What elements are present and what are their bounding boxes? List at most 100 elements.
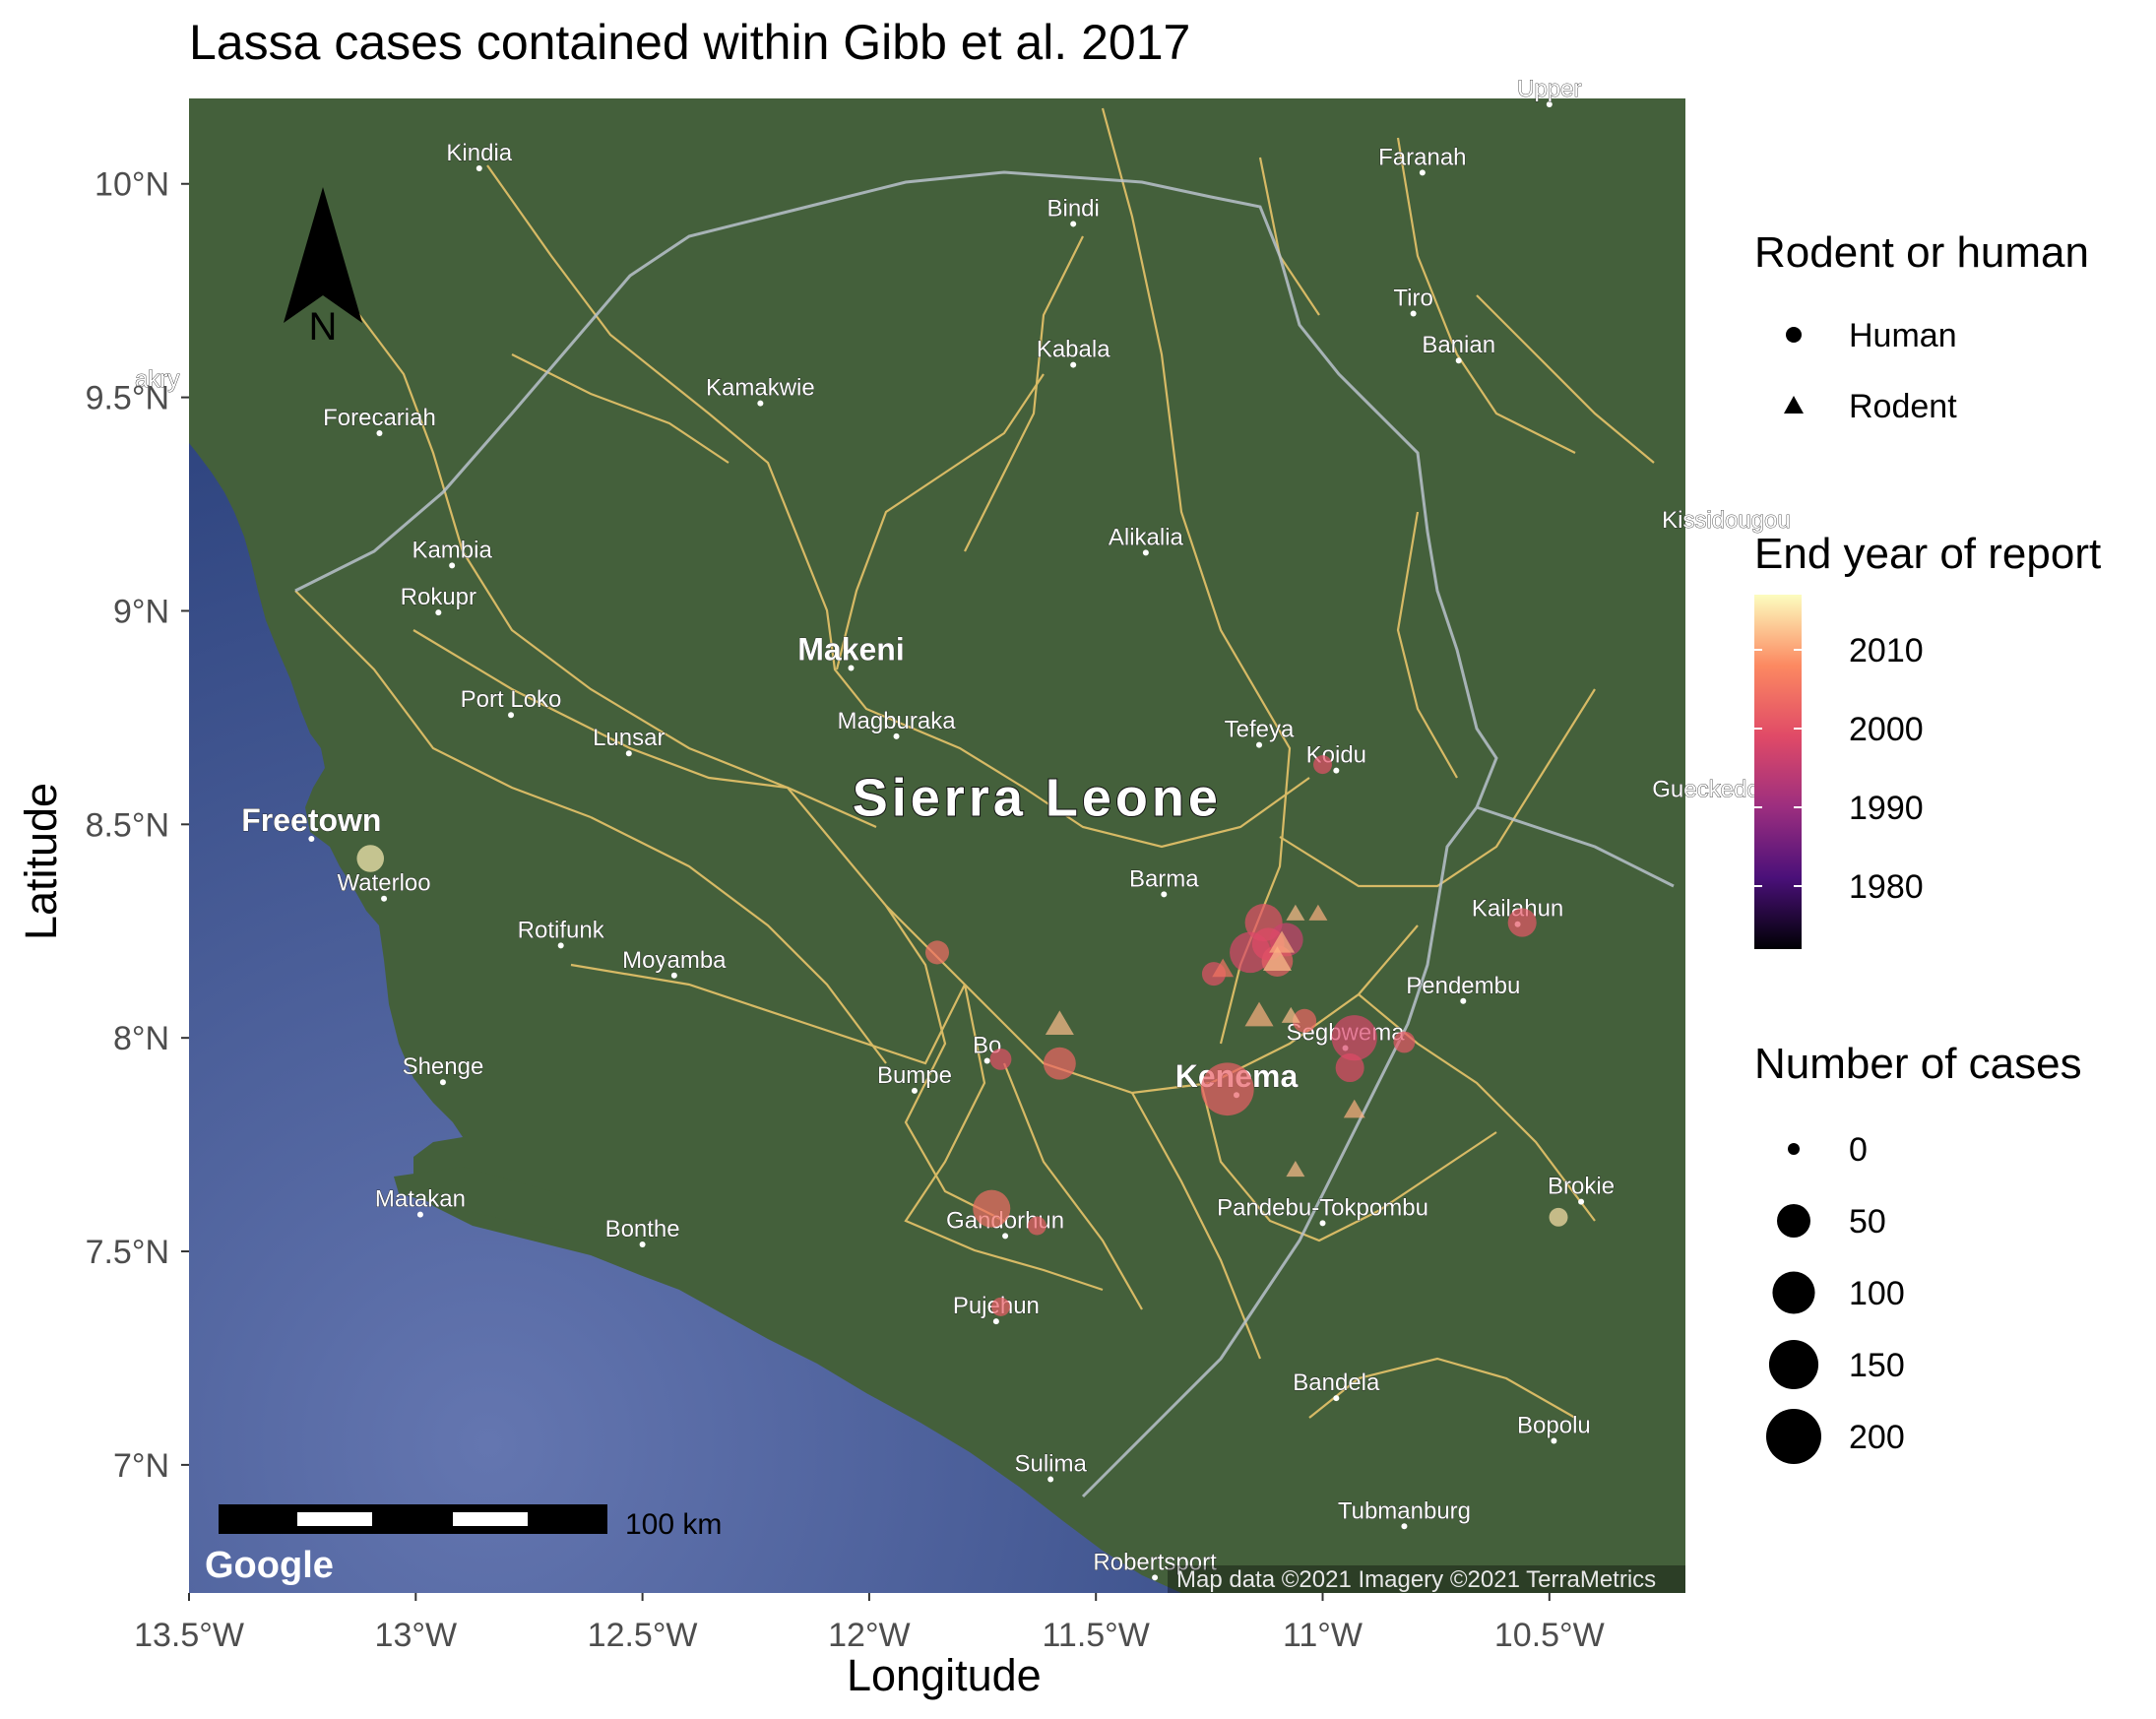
legend-size-key bbox=[1768, 1339, 1819, 1390]
island bbox=[394, 1167, 610, 1236]
place-dot bbox=[476, 165, 482, 172]
colorbar-label: 2010 bbox=[1849, 632, 1924, 669]
place-label: Faranah bbox=[1378, 144, 1466, 170]
place-dot bbox=[1002, 1233, 1009, 1240]
legend-color-title: End year of report bbox=[1754, 530, 2102, 578]
north-arrow-label: N bbox=[309, 305, 338, 349]
place-dot bbox=[625, 750, 632, 757]
place-dot bbox=[1551, 1437, 1557, 1444]
place-dot bbox=[1161, 891, 1168, 898]
y-axis-title: Latitude bbox=[16, 782, 66, 941]
legend-size-key bbox=[1772, 1271, 1815, 1314]
legend-size-label: 150 bbox=[1849, 1347, 1905, 1384]
y-tick-label: 8°N bbox=[113, 1020, 169, 1057]
place-label: Bumpe bbox=[877, 1062, 952, 1089]
legend-sizes: 0 50 100 150 200 bbox=[1766, 1131, 1905, 1464]
human-case-point bbox=[1313, 755, 1332, 775]
place-label: Brokie bbox=[1548, 1174, 1615, 1200]
human-case-point bbox=[989, 1048, 1012, 1070]
place-label: Matakan bbox=[375, 1186, 466, 1213]
scale-bar-segment bbox=[297, 1512, 372, 1526]
legend-size-label: 200 bbox=[1849, 1419, 1905, 1456]
place-dot bbox=[1578, 1198, 1585, 1205]
place-dot bbox=[1152, 1574, 1159, 1581]
legend-size-label: 100 bbox=[1849, 1275, 1905, 1312]
rodent-case-point bbox=[1286, 1160, 1305, 1178]
legend-triangle-key bbox=[1784, 396, 1804, 414]
place-dot bbox=[848, 665, 855, 671]
rodent-case-point bbox=[1269, 930, 1296, 953]
place-dot bbox=[757, 400, 764, 407]
x-tick-label: 11.5°W bbox=[1043, 1617, 1150, 1654]
rodent-case-point bbox=[1286, 904, 1305, 921]
rodent-case-point bbox=[1045, 1010, 1074, 1036]
place-label: Kabala bbox=[1037, 337, 1110, 363]
place-label: Bopolu bbox=[1517, 1413, 1591, 1439]
place-label: Pandebu-Tokpombu bbox=[1217, 1194, 1428, 1221]
y-axis: 10°N 9.5°N 9°N 8.5°N 8°N 7.5°N 7°N bbox=[86, 166, 189, 1485]
colorbar-label: 1980 bbox=[1849, 868, 1924, 906]
place-dot bbox=[308, 835, 315, 842]
legend-shape-label: Human bbox=[1849, 317, 1957, 354]
basemap bbox=[189, 98, 1685, 1593]
place-dot bbox=[1455, 357, 1462, 364]
place-dot bbox=[435, 609, 442, 616]
place-label: Bandela bbox=[1293, 1369, 1380, 1396]
place-dot bbox=[1070, 221, 1077, 227]
x-tick-label: 11°W bbox=[1283, 1617, 1363, 1654]
y-tick-label: 9.5°N bbox=[86, 380, 169, 417]
place-label: Rotifunk bbox=[518, 917, 605, 943]
place-dot bbox=[1256, 741, 1263, 748]
human-case-point bbox=[924, 940, 950, 965]
place-dot bbox=[376, 429, 383, 436]
map-attribution: Map data ©2021 Imagery ©2021 TerraMetric… bbox=[1176, 1566, 1656, 1593]
colorbar-label: 2000 bbox=[1849, 711, 1924, 748]
place-label: akry bbox=[135, 366, 179, 393]
place-label: Kissidougou bbox=[1662, 507, 1791, 534]
human-case-point bbox=[1549, 1207, 1568, 1227]
place-dot bbox=[1047, 1476, 1054, 1483]
human-case-point bbox=[1043, 1047, 1076, 1080]
legend-shape-label: Rodent bbox=[1849, 388, 1957, 425]
human-case-point bbox=[1293, 1008, 1317, 1033]
data-points bbox=[356, 755, 1568, 1316]
place-label: Bindi bbox=[1046, 195, 1099, 222]
colorbar bbox=[1754, 595, 1802, 949]
north-arrow-right-half bbox=[323, 187, 362, 323]
place-label: Shenge bbox=[403, 1053, 484, 1080]
x-tick-label: 12.5°W bbox=[588, 1617, 698, 1654]
place-label: Tiro bbox=[1393, 286, 1432, 312]
place-dot bbox=[1723, 533, 1730, 540]
x-axis: 13.5°W 13°W 12.5°W 12°W 11.5°W 11°W 10.5°W bbox=[134, 1593, 1605, 1654]
place-label: Magburaka bbox=[838, 708, 957, 734]
place-label: Banian bbox=[1422, 332, 1495, 358]
legend-size-key bbox=[1788, 1143, 1800, 1155]
y-tick-label: 9°N bbox=[113, 593, 169, 630]
rodent-case-point bbox=[1244, 1001, 1274, 1027]
place-dot bbox=[1709, 801, 1716, 808]
place-dot bbox=[1142, 549, 1149, 556]
human-case-point bbox=[356, 845, 385, 872]
place-label: Bonthe bbox=[605, 1216, 680, 1242]
human-case-point bbox=[991, 1297, 1010, 1316]
attribution-backdrop bbox=[1168, 1565, 1685, 1593]
human-case-point bbox=[1335, 1053, 1364, 1083]
place-label: Tubmanburg bbox=[1338, 1497, 1471, 1524]
place-label: Robertsport bbox=[1093, 1549, 1217, 1575]
y-tick-label: 10°N bbox=[95, 166, 169, 204]
place-dot bbox=[893, 732, 900, 739]
place-dot bbox=[911, 1087, 918, 1094]
place-dot bbox=[1333, 1395, 1340, 1402]
place-label: Koidu bbox=[1306, 742, 1366, 769]
legend-size-key bbox=[1777, 1204, 1810, 1238]
place-dot bbox=[449, 562, 456, 569]
place-label: Pendembu bbox=[1406, 973, 1520, 999]
place-label: Gueckedou bbox=[1652, 776, 1773, 802]
rodent-case-point bbox=[1343, 1099, 1365, 1118]
place-dot bbox=[1333, 767, 1340, 774]
human-case-point bbox=[1507, 908, 1537, 937]
y-tick-label: 8.5°N bbox=[86, 806, 169, 844]
legend-circle-key bbox=[1786, 327, 1802, 343]
country-label: Sierra Leone bbox=[853, 769, 1222, 828]
north-arrow-left-half bbox=[284, 187, 323, 323]
